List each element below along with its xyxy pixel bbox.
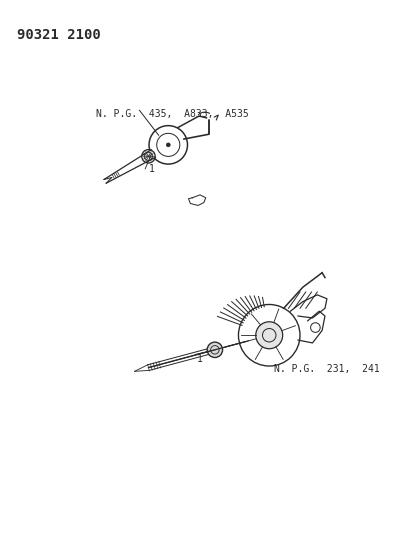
Text: N. P.G.  435,  A833,  A535: N. P.G. 435, A833, A535 bbox=[96, 109, 249, 119]
Circle shape bbox=[142, 150, 155, 163]
Text: 1: 1 bbox=[197, 354, 203, 364]
Circle shape bbox=[166, 143, 170, 147]
Circle shape bbox=[207, 342, 223, 358]
Text: 90321 2100: 90321 2100 bbox=[17, 28, 101, 42]
Text: N. P.G.  231,  241: N. P.G. 231, 241 bbox=[274, 364, 380, 374]
Circle shape bbox=[256, 322, 283, 349]
Text: 1: 1 bbox=[149, 164, 155, 174]
